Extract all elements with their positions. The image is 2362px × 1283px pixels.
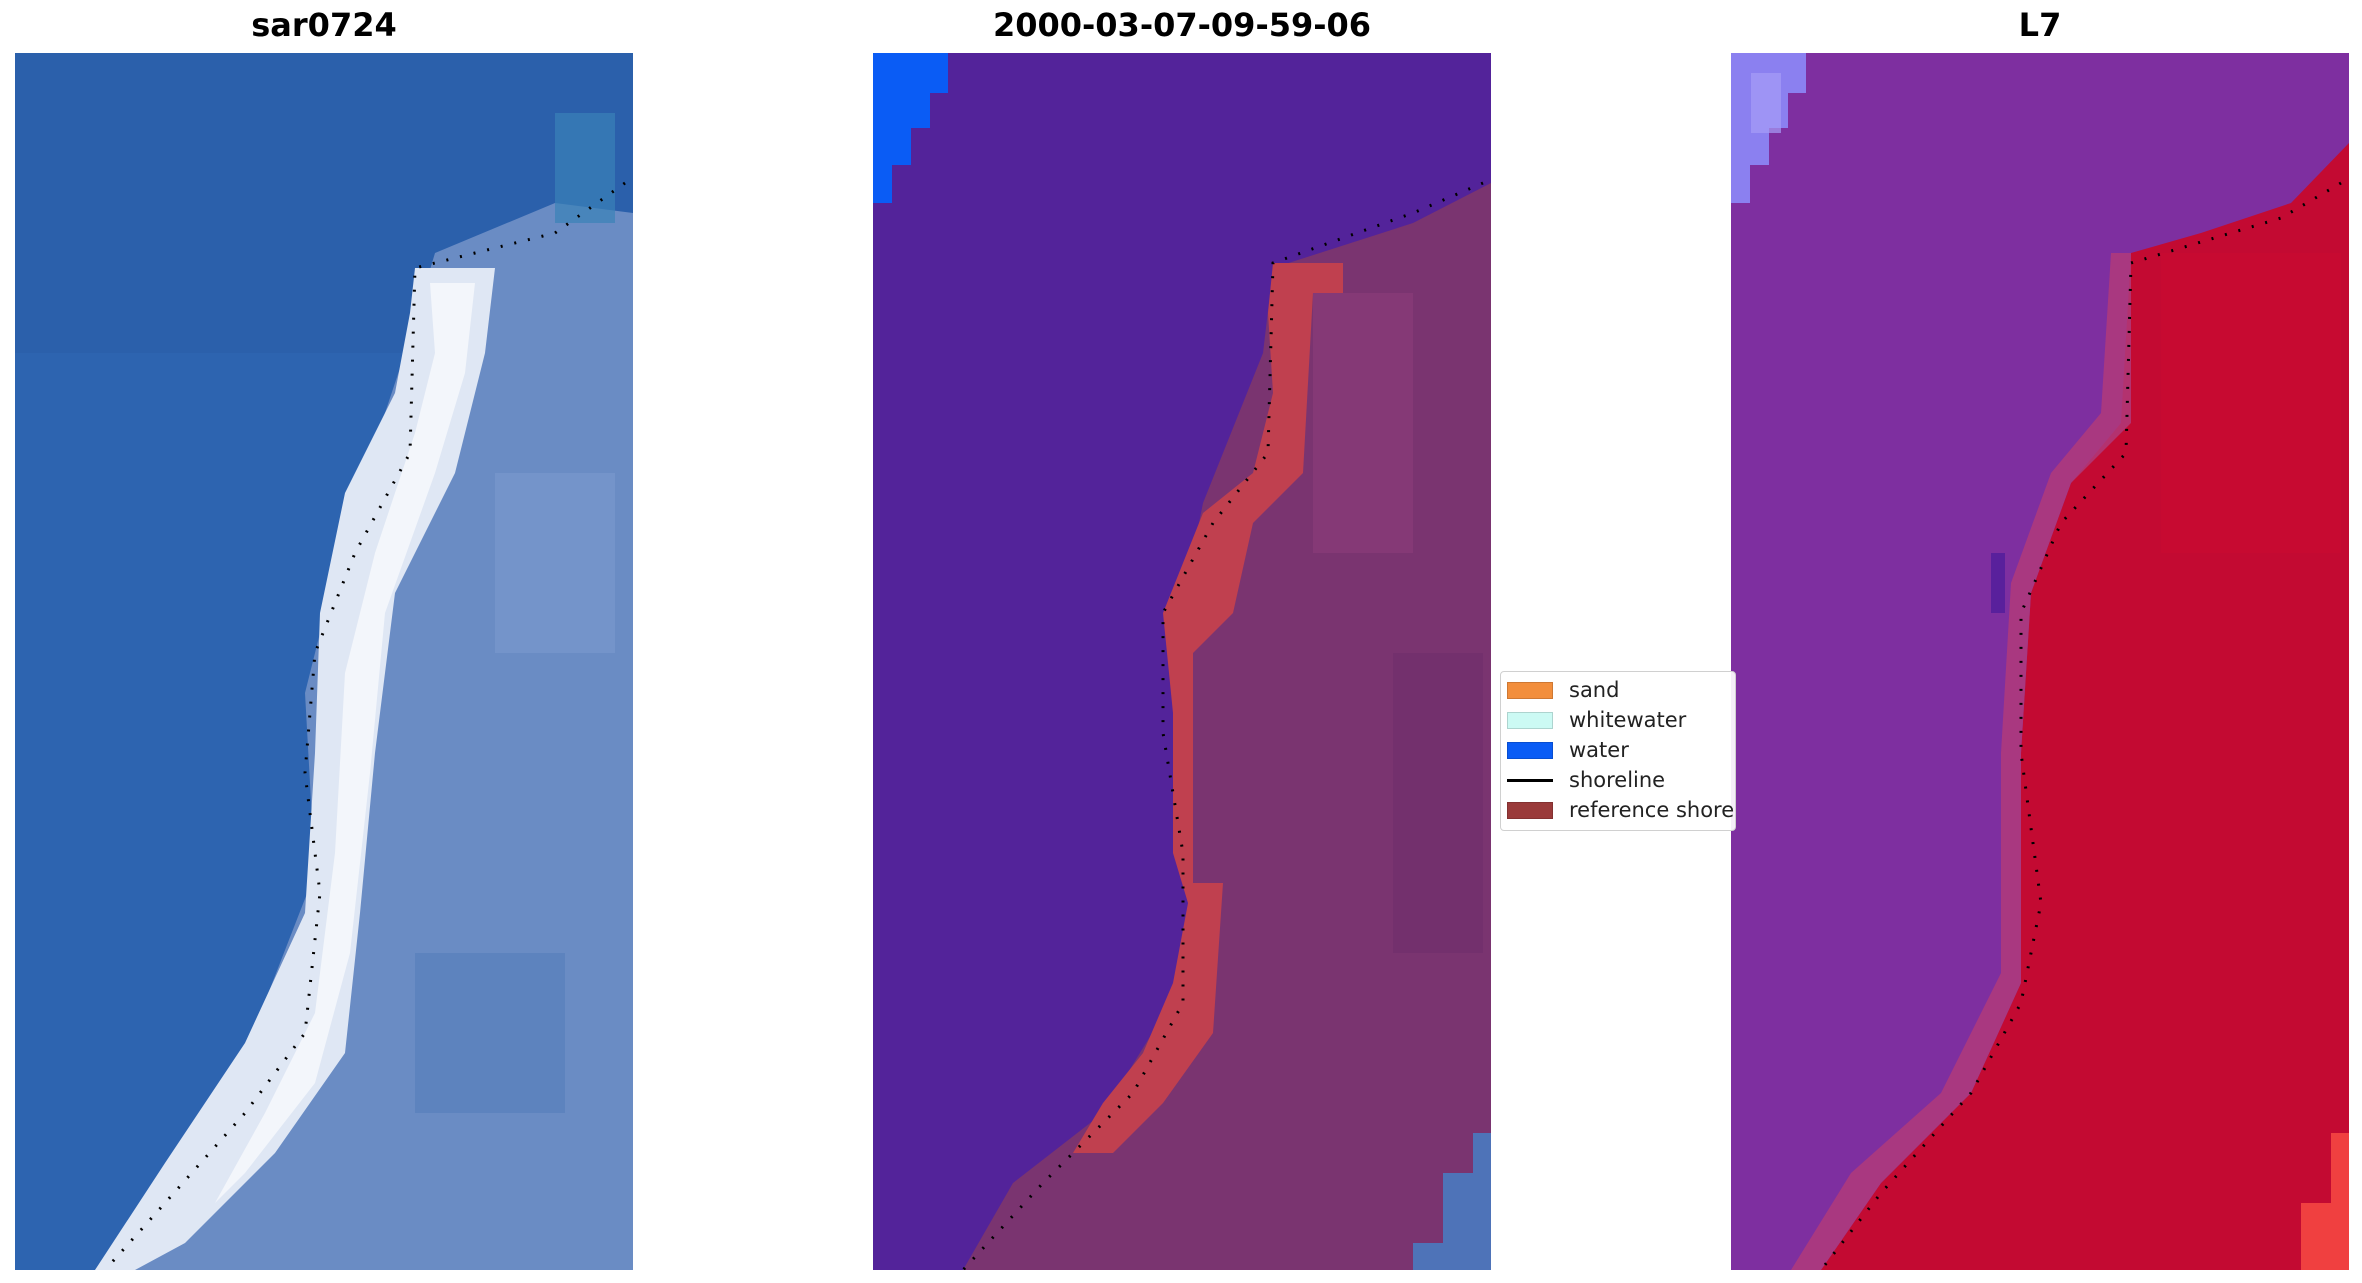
classified-image (873, 53, 1491, 1270)
classified-image-panel (873, 53, 1491, 1270)
panel-title-classified: 2000-03-07-09-59-06 (992, 6, 1372, 44)
legend-label-whitewater: whitewater (1569, 708, 1687, 732)
legend-item-shoreline: shoreline (1507, 766, 1665, 794)
legend-item-reference-shore: reference shore (1507, 796, 1734, 824)
legend-item-water: water (1507, 736, 1629, 764)
legend-label-sand: sand (1569, 678, 1620, 702)
legend-label-water: water (1569, 738, 1629, 762)
legend-label-shoreline: shoreline (1569, 768, 1666, 792)
legend-line-shoreline (1507, 778, 1553, 782)
rgb-image (15, 53, 633, 1270)
legend: sand whitewater water shoreline referenc… (1500, 671, 1736, 831)
mndwi-image-panel (1731, 53, 2349, 1270)
panel-title-mndwi: L7 (2018, 6, 2062, 44)
legend-swatch-water (1507, 741, 1553, 759)
legend-swatch-reference-shore (1507, 801, 1553, 819)
legend-swatch-sand (1507, 681, 1553, 699)
legend-label-reference-shore: reference shore (1569, 798, 1735, 822)
mndwi-image (1731, 53, 2349, 1270)
legend-swatch-whitewater (1507, 711, 1553, 729)
rgb-image-panel (15, 53, 633, 1270)
legend-item-sand: sand (1507, 676, 1619, 704)
legend-item-whitewater: whitewater (1507, 706, 1686, 734)
panel-title-rgb: sar0724 (251, 6, 397, 44)
